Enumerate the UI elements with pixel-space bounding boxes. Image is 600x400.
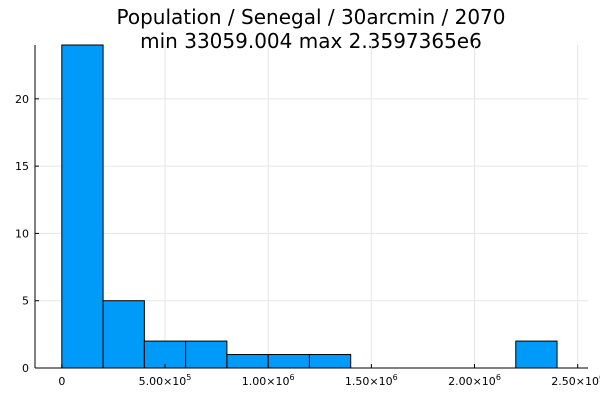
histogram-bar-7: [515, 340, 558, 369]
y-tick-label-0: 0: [22, 362, 29, 375]
histogram-bar-1: [102, 300, 145, 369]
x-tick-label-4: 2.00×106: [448, 373, 501, 388]
x-tick-label-0: 0: [58, 375, 65, 388]
x-tick-label-1: 5.00×105: [139, 373, 192, 388]
y-tick-label-3: 15: [15, 160, 29, 173]
y-tick-label-1: 5: [22, 295, 29, 308]
histogram-bar-2: [143, 340, 187, 369]
x-tick-label-5: 2.50×106: [551, 373, 600, 388]
histogram-bar-5: [267, 354, 310, 369]
histogram-bar-0: [61, 44, 104, 369]
chart-title-line1: Population / Senegal / 30arcmin / 2070: [116, 5, 505, 29]
histogram-bar-6: [308, 354, 352, 369]
x-tick-label-3: 1.50×106: [345, 373, 398, 388]
histogram-bar-3: [185, 340, 228, 369]
axis-layer: [34, 45, 588, 369]
y-tick-label-2: 10: [15, 227, 29, 240]
y-tick-label-4: 20: [15, 93, 29, 106]
bar-layer: [61, 44, 558, 369]
x-tick-label-2: 1.00×106: [242, 373, 295, 388]
histogram-bar-4: [226, 354, 269, 369]
chart-title-line2: min 33059.004 max 2.3597365e6: [140, 29, 482, 53]
tick-layer: 0 5.00×105 1.00×106 1.50×106 2.00×106 2.50×10…: [15, 93, 600, 388]
